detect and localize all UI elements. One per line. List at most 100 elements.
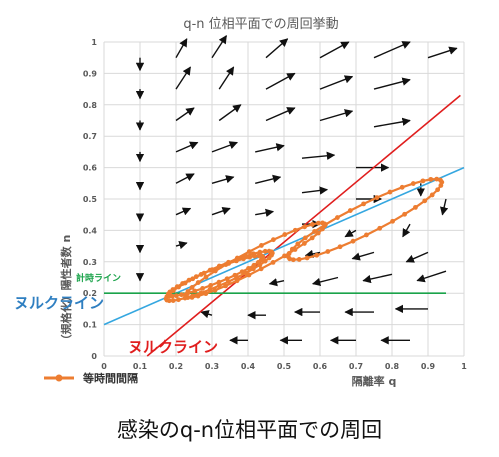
orbit-marker: [246, 249, 252, 255]
y-tick-label: 0.9: [83, 69, 98, 78]
field-arrow: [362, 273, 393, 284]
x-tick-label: 0.3: [205, 362, 219, 371]
field-arrow: [373, 41, 411, 59]
orbit-marker: [185, 290, 191, 296]
orbit-marker: [252, 253, 258, 259]
orbit-marker: [207, 287, 213, 292]
orbit-marker: [387, 189, 393, 195]
legend-marker: [55, 374, 63, 382]
orbit-marker: [420, 178, 426, 184]
x-tick-label: 0.8: [385, 362, 400, 371]
orbit-marker: [282, 253, 287, 259]
field-arrow: [427, 46, 458, 59]
y-tick-label: 0.8: [83, 101, 98, 110]
field-arrow: [211, 175, 235, 184]
x-tick-label: 0.2: [169, 362, 183, 371]
y-tick-label: 0.7: [83, 132, 97, 141]
orbit-marker: [390, 218, 395, 224]
orbit-marker: [287, 256, 293, 262]
figure-caption: 感染のq-n位相平面での周回: [116, 418, 383, 442]
field-arrow: [255, 174, 282, 184]
x-axis-ticks: 0 0.1 0.2 0.3 0.4 0.5 0.6 0.7 0.8 0.9 1: [101, 362, 467, 371]
orbit-marker: [335, 215, 340, 220]
orbit-marker: [224, 276, 230, 282]
orbit-marker: [309, 235, 315, 241]
field-arrow: [301, 151, 336, 160]
orbit-marker: [316, 220, 321, 226]
orbit-marker: [429, 192, 435, 198]
orbit-marker: [182, 295, 188, 301]
orbit-marker: [247, 254, 253, 260]
orbit-marker: [325, 249, 331, 254]
orbit-marker: [399, 184, 405, 190]
orbit-marker: [193, 274, 199, 280]
orbit-marker: [435, 187, 441, 193]
orbit-marker: [239, 269, 245, 275]
orbit-marker: [292, 247, 298, 252]
field-arrow: [265, 107, 296, 122]
field-arrow: [304, 249, 321, 259]
x-tick-label: 0: [101, 362, 107, 371]
legend-label: 等時間間隔: [82, 371, 138, 385]
y-tick-label: 1: [91, 38, 97, 47]
x-tick-label: 0.1: [133, 362, 148, 371]
field-arrow: [351, 251, 375, 261]
field-arrow: [311, 276, 339, 287]
orbit-marker: [174, 284, 180, 290]
field-arrow: [439, 198, 449, 216]
field-arrow: [319, 109, 354, 122]
orbit-marker: [270, 237, 276, 243]
field-arrow: [255, 208, 275, 217]
field-arrow: [200, 310, 213, 319]
orbit-marker: [258, 266, 264, 272]
x-tick-label: 0.7: [349, 362, 363, 371]
orbit-marker: [302, 224, 307, 230]
orbit-marker: [302, 235, 308, 241]
orbit-marker: [347, 208, 353, 213]
field-arrow: [175, 107, 195, 122]
orbit-marker: [195, 280, 201, 285]
orbit-marker: [170, 298, 176, 303]
orbit-marker: [226, 261, 232, 266]
orbit-marker: [233, 258, 239, 264]
field-arrow: [344, 229, 357, 238]
orbit-marker: [208, 283, 214, 288]
field-arrow: [268, 278, 285, 287]
orbit-marker: [166, 298, 172, 304]
orbit-marker: [241, 256, 246, 262]
chart-title: q-n 位相平面での周回挙動: [183, 17, 338, 32]
field-arrow: [211, 206, 231, 216]
field-arrow: [319, 41, 350, 59]
orbit-marker: [203, 274, 209, 280]
red-nullcline-label: ヌルクライン: [128, 338, 218, 356]
y-tick-label: 0.5: [83, 195, 98, 204]
field-arrow: [319, 75, 354, 90]
orbit-marker: [402, 211, 408, 217]
orbit-marker: [256, 253, 262, 259]
orbit-marker: [350, 238, 356, 244]
y-axis-label: （規格化）陽性者数 n: [59, 235, 73, 346]
orbit-marker: [309, 222, 315, 227]
orbit-marker: [246, 265, 251, 271]
field-arrow: [301, 186, 329, 195]
orbit-marker: [169, 293, 175, 299]
orbit-marker: [216, 283, 222, 289]
orbit-marker: [223, 283, 229, 289]
x-tick-label: 0.6: [313, 362, 328, 371]
vector-field: [135, 35, 458, 345]
field-arrow: [255, 143, 285, 153]
orbit-marker: [176, 297, 181, 303]
orbit-marker: [218, 264, 223, 269]
orbit-marker: [428, 176, 434, 182]
orbit-marker: [301, 241, 307, 246]
orbit-marker: [290, 257, 296, 263]
orbit-marker: [266, 248, 272, 254]
field-arrow: [175, 241, 188, 250]
field-arrow: [218, 104, 242, 122]
orbit-marker: [282, 232, 288, 237]
orbit-marker: [173, 293, 179, 299]
orbit-marker: [377, 225, 383, 231]
x-tick-label: 1: [461, 362, 467, 371]
field-arrow: [405, 251, 429, 263]
